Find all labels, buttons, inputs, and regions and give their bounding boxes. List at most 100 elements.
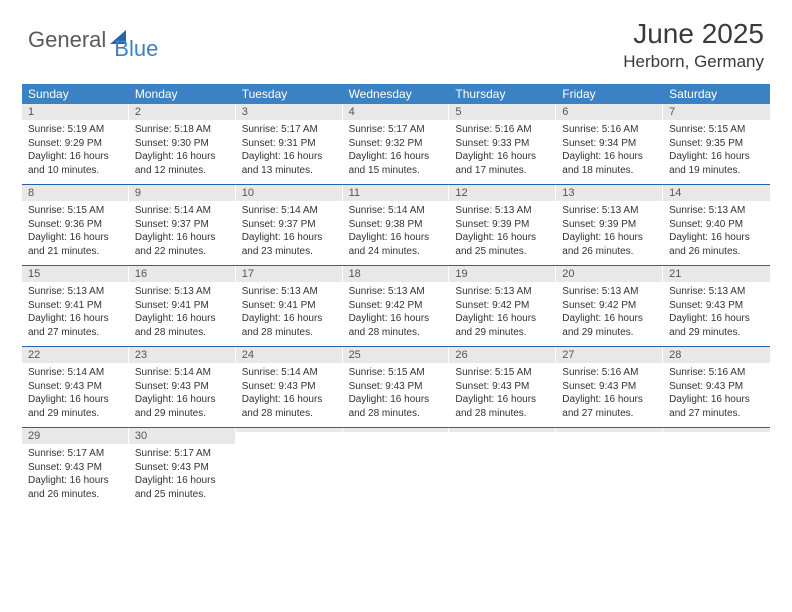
day-number: 7	[663, 104, 770, 120]
day-number: 6	[556, 104, 663, 120]
day-cell	[556, 428, 663, 508]
day-body: Sunrise: 5:16 AMSunset: 9:43 PMDaylight:…	[663, 363, 770, 426]
daylight-text-2: and 28 minutes.	[135, 326, 230, 340]
day-body: Sunrise: 5:13 AMSunset: 9:42 PMDaylight:…	[343, 282, 450, 345]
sunset-text: Sunset: 9:42 PM	[349, 299, 444, 313]
daylight-text-2: and 26 minutes.	[669, 245, 764, 259]
daylight-text-1: Daylight: 16 hours	[562, 393, 657, 407]
sunrise-text: Sunrise: 5:13 AM	[135, 285, 230, 299]
daylight-text-2: and 23 minutes.	[242, 245, 337, 259]
day-body	[663, 432, 770, 441]
sunset-text: Sunset: 9:36 PM	[28, 218, 123, 232]
day-cell: 10Sunrise: 5:14 AMSunset: 9:37 PMDayligh…	[236, 185, 343, 265]
sunrise-text: Sunrise: 5:18 AM	[135, 123, 230, 137]
header: General Blue June 2025 Herborn, Germany	[0, 0, 792, 80]
daylight-text-1: Daylight: 16 hours	[135, 312, 230, 326]
daylight-text-2: and 29 minutes.	[562, 326, 657, 340]
sunrise-text: Sunrise: 5:14 AM	[28, 366, 123, 380]
day-cell: 4Sunrise: 5:17 AMSunset: 9:32 PMDaylight…	[343, 104, 450, 184]
day-cell: 13Sunrise: 5:13 AMSunset: 9:39 PMDayligh…	[556, 185, 663, 265]
sunrise-text: Sunrise: 5:15 AM	[349, 366, 444, 380]
daylight-text-2: and 25 minutes.	[455, 245, 550, 259]
sunrise-text: Sunrise: 5:13 AM	[562, 204, 657, 218]
daylight-text-2: and 21 minutes.	[28, 245, 123, 259]
daylight-text-2: and 27 minutes.	[562, 407, 657, 421]
day-body: Sunrise: 5:14 AMSunset: 9:43 PMDaylight:…	[129, 363, 236, 426]
day-cell: 9Sunrise: 5:14 AMSunset: 9:37 PMDaylight…	[129, 185, 236, 265]
day-body: Sunrise: 5:13 AMSunset: 9:41 PMDaylight:…	[236, 282, 343, 345]
daylight-text-2: and 13 minutes.	[242, 164, 337, 178]
weekday-header-row: Sunday Monday Tuesday Wednesday Thursday…	[22, 84, 770, 104]
week-row: 8Sunrise: 5:15 AMSunset: 9:36 PMDaylight…	[22, 185, 770, 266]
daylight-text-2: and 27 minutes.	[669, 407, 764, 421]
sunset-text: Sunset: 9:41 PM	[135, 299, 230, 313]
day-number: 12	[449, 185, 556, 201]
sunset-text: Sunset: 9:39 PM	[562, 218, 657, 232]
day-body: Sunrise: 5:19 AMSunset: 9:29 PMDaylight:…	[22, 120, 129, 183]
day-body: Sunrise: 5:14 AMSunset: 9:43 PMDaylight:…	[22, 363, 129, 426]
week-row: 1Sunrise: 5:19 AMSunset: 9:29 PMDaylight…	[22, 104, 770, 185]
day-body: Sunrise: 5:14 AMSunset: 9:37 PMDaylight:…	[129, 201, 236, 264]
sunset-text: Sunset: 9:43 PM	[349, 380, 444, 394]
sunset-text: Sunset: 9:43 PM	[28, 461, 123, 475]
day-cell: 17Sunrise: 5:13 AMSunset: 9:41 PMDayligh…	[236, 266, 343, 346]
day-number: 4	[343, 104, 450, 120]
daylight-text-1: Daylight: 16 hours	[28, 150, 123, 164]
day-body: Sunrise: 5:16 AMSunset: 9:34 PMDaylight:…	[556, 120, 663, 183]
sunset-text: Sunset: 9:43 PM	[562, 380, 657, 394]
daylight-text-1: Daylight: 16 hours	[455, 150, 550, 164]
sunrise-text: Sunrise: 5:16 AM	[562, 366, 657, 380]
weeks-container: 1Sunrise: 5:19 AMSunset: 9:29 PMDaylight…	[22, 104, 770, 508]
daylight-text-1: Daylight: 16 hours	[135, 393, 230, 407]
daylight-text-2: and 17 minutes.	[455, 164, 550, 178]
sunrise-text: Sunrise: 5:13 AM	[242, 285, 337, 299]
sunset-text: Sunset: 9:35 PM	[669, 137, 764, 151]
sunrise-text: Sunrise: 5:13 AM	[455, 204, 550, 218]
day-body: Sunrise: 5:17 AMSunset: 9:43 PMDaylight:…	[129, 444, 236, 507]
daylight-text-2: and 29 minutes.	[669, 326, 764, 340]
logo-text-blue: Blue	[114, 36, 158, 62]
sunset-text: Sunset: 9:43 PM	[135, 461, 230, 475]
daylight-text-1: Daylight: 16 hours	[135, 150, 230, 164]
day-number: 20	[556, 266, 663, 282]
day-number: 14	[663, 185, 770, 201]
daylight-text-2: and 28 minutes.	[349, 407, 444, 421]
calendar: Sunday Monday Tuesday Wednesday Thursday…	[0, 80, 792, 508]
daylight-text-2: and 29 minutes.	[135, 407, 230, 421]
day-cell: 7Sunrise: 5:15 AMSunset: 9:35 PMDaylight…	[663, 104, 770, 184]
logo: General Blue	[28, 18, 158, 62]
daylight-text-1: Daylight: 16 hours	[349, 150, 444, 164]
daylight-text-2: and 24 minutes.	[349, 245, 444, 259]
day-body: Sunrise: 5:15 AMSunset: 9:43 PMDaylight:…	[449, 363, 556, 426]
sunrise-text: Sunrise: 5:14 AM	[135, 204, 230, 218]
day-body: Sunrise: 5:15 AMSunset: 9:43 PMDaylight:…	[343, 363, 450, 426]
sunrise-text: Sunrise: 5:17 AM	[349, 123, 444, 137]
day-body	[236, 432, 343, 441]
daylight-text-2: and 26 minutes.	[562, 245, 657, 259]
week-row: 29Sunrise: 5:17 AMSunset: 9:43 PMDayligh…	[22, 428, 770, 508]
sunrise-text: Sunrise: 5:13 AM	[349, 285, 444, 299]
day-number: 30	[129, 428, 236, 444]
day-number: 27	[556, 347, 663, 363]
weekday-saturday: Saturday	[663, 84, 770, 104]
day-number: 18	[343, 266, 450, 282]
day-number: 1	[22, 104, 129, 120]
day-body: Sunrise: 5:13 AMSunset: 9:39 PMDaylight:…	[449, 201, 556, 264]
daylight-text-2: and 18 minutes.	[562, 164, 657, 178]
day-cell: 14Sunrise: 5:13 AMSunset: 9:40 PMDayligh…	[663, 185, 770, 265]
daylight-text-1: Daylight: 16 hours	[242, 393, 337, 407]
day-number: 11	[343, 185, 450, 201]
sunrise-text: Sunrise: 5:15 AM	[669, 123, 764, 137]
weekday-wednesday: Wednesday	[343, 84, 450, 104]
sunset-text: Sunset: 9:42 PM	[455, 299, 550, 313]
day-number: 23	[129, 347, 236, 363]
daylight-text-1: Daylight: 16 hours	[28, 231, 123, 245]
sunset-text: Sunset: 9:29 PM	[28, 137, 123, 151]
day-cell: 2Sunrise: 5:18 AMSunset: 9:30 PMDaylight…	[129, 104, 236, 184]
daylight-text-1: Daylight: 16 hours	[562, 231, 657, 245]
daylight-text-1: Daylight: 16 hours	[349, 231, 444, 245]
daylight-text-1: Daylight: 16 hours	[135, 231, 230, 245]
sunset-text: Sunset: 9:40 PM	[669, 218, 764, 232]
day-number: 8	[22, 185, 129, 201]
day-number: 29	[22, 428, 129, 444]
